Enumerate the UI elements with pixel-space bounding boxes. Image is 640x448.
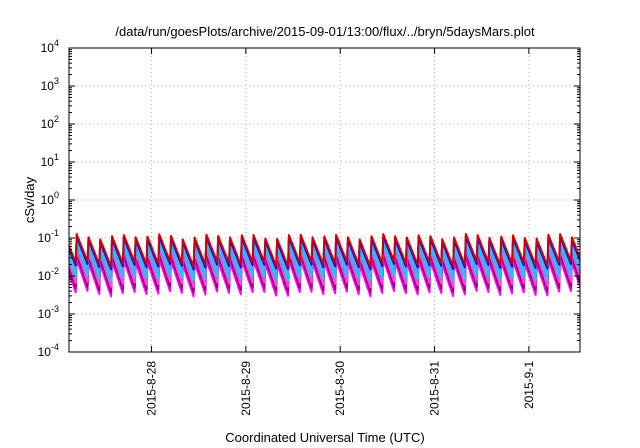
y-tick-label: 103 [41, 76, 59, 93]
chart-title: /data/run/goesPlots/archive/2015-09-01/1… [115, 24, 535, 39]
x-axis: 2015-8-28 2015-8-29 2015-8-30 2015-8-31 2015… [145, 48, 536, 416]
y-tick-label: 100 [41, 190, 59, 207]
x-tick-label: 2015-8-28 [145, 361, 159, 416]
x-tick-label: 2015-8-31 [428, 361, 442, 416]
x-tick-label: 2015-8-30 [333, 361, 347, 416]
series-group [69, 233, 580, 298]
series-line [69, 253, 580, 294]
y-tick-label: 102 [41, 114, 59, 131]
y-axis-label: cSv/day [22, 176, 37, 223]
y-tick-label: 104 [41, 38, 59, 55]
series-line [69, 258, 580, 298]
series-line [69, 233, 580, 268]
y-tick-label: 10-2 [38, 266, 59, 283]
series-line [69, 247, 580, 288]
x-tick-label: 2015-8-29 [239, 361, 253, 416]
series-line [69, 243, 580, 282]
x-axis-label: Coordinated Universal Time (UTC) [225, 430, 424, 445]
y-tick-label: 10-4 [38, 342, 59, 359]
y-axis: 104 103 102 101 100 10-1 10-2 10-3 10-4 [38, 38, 580, 359]
y-tick-label: 10-3 [38, 304, 59, 321]
y-tick-label: 10-1 [38, 228, 59, 245]
grid [69, 48, 580, 352]
x-tick-label: 2015-9-1 [522, 361, 536, 409]
series-line [69, 238, 580, 276]
y-tick-label: 101 [41, 152, 59, 169]
